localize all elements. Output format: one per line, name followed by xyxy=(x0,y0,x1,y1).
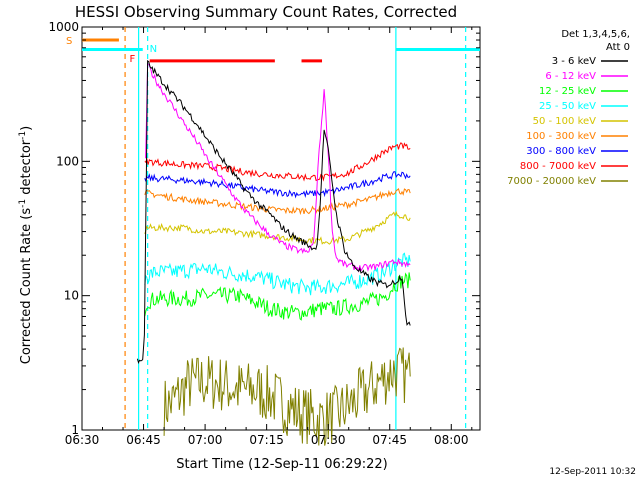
series-line-1 xyxy=(145,63,411,273)
y-tick-label: 1000 xyxy=(48,20,79,34)
y-axis-label-end: ) xyxy=(19,126,34,131)
y-tick-label: 100 xyxy=(56,154,79,168)
marker-label-s: S xyxy=(66,36,72,47)
y-tick-label: 10 xyxy=(64,289,79,303)
x-tick-label: 07:00 xyxy=(188,433,223,447)
legend-label: 25 - 50 keV xyxy=(539,101,596,112)
x-tick-label: 06:45 xyxy=(126,433,161,447)
legend-label: 50 - 100 keV xyxy=(533,116,597,127)
y-axis-label: Corrected Count Rate (s-1 detector-1) xyxy=(18,126,34,364)
legend-label: 800 - 7000 keV xyxy=(520,161,596,172)
x-axis: 06:30 06:45 07:00 07:15 07:30 07:45 08:00 xyxy=(65,27,473,447)
timestamp: 12-Sep-2011 10:32 xyxy=(549,467,636,477)
x-tick-label: 06:30 xyxy=(65,433,100,447)
x-axis-label: Start Time (12-Sep-11 06:29:22) xyxy=(176,457,387,472)
legend-label: 7000 - 20000 keV xyxy=(507,176,596,187)
y-tick-label: 1 xyxy=(71,423,79,437)
y-axis-label-main: Corrected Count Rate (s xyxy=(19,208,34,365)
legend-header-line: Att 0 xyxy=(606,42,630,53)
x-tick-label: 08:00 xyxy=(434,433,469,447)
legend-header-line: Det 1,3,4,5,6, xyxy=(561,29,630,40)
x-tick-label: 07:15 xyxy=(249,433,284,447)
plot-area: S N F xyxy=(66,26,481,446)
x-tick-label: 07:45 xyxy=(372,433,407,447)
series-line-0 xyxy=(136,59,411,365)
legend-label: 12 - 25 keV xyxy=(539,86,596,97)
y-axis-label-mid: detector xyxy=(19,139,34,199)
legend-label: 3 - 6 keV xyxy=(552,56,596,67)
series-line-4 xyxy=(144,210,411,245)
marker-label-n: N xyxy=(150,44,157,55)
plot-frame xyxy=(81,26,481,431)
y-axis-label-sup2: -1 xyxy=(18,131,28,140)
series-line-8 xyxy=(163,347,411,446)
marker-label-f: F xyxy=(130,54,136,65)
series-line-6 xyxy=(144,171,411,199)
series-line-7 xyxy=(144,142,411,182)
legend-label: 6 - 12 keV xyxy=(545,71,596,82)
x-tick-label: 07:30 xyxy=(311,433,346,447)
y-axis-label-sup: -1 xyxy=(18,199,28,208)
y-axis: 1 10 100 1000 xyxy=(48,20,480,437)
legend-label: 300 - 800 keV xyxy=(526,146,596,157)
legend-label: 100 - 300 keV xyxy=(526,131,596,142)
chart-title: HESSI Observing Summary Count Rates, Cor… xyxy=(75,3,457,21)
series-line-2 xyxy=(144,272,411,321)
legend: Det 1,3,4,5,6, Att 0 3 - 6 keV 6 - 12 keV 12… xyxy=(507,29,630,187)
series-line-5 xyxy=(144,188,411,216)
series-line-3 xyxy=(144,252,411,296)
